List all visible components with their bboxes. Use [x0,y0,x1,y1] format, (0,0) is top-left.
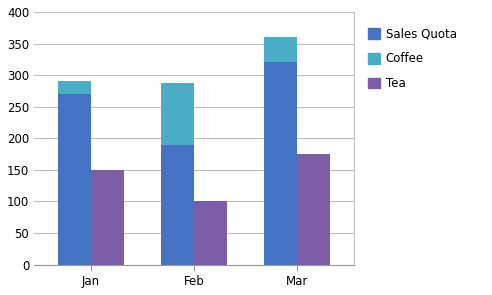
Bar [58,94,91,265]
Bar [91,170,124,265]
Bar [161,83,194,145]
Bar [194,201,227,265]
Bar [161,83,194,265]
Bar [264,63,298,265]
Bar [298,154,331,265]
Bar [58,81,91,94]
Bar [264,37,298,63]
Legend: Sales Quota, Coffee, Tea: Sales Quota, Coffee, Tea [364,23,461,95]
